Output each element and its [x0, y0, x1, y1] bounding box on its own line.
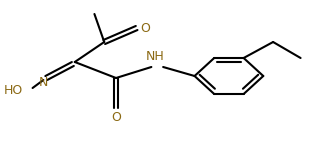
Text: N: N — [39, 76, 48, 88]
Text: NH: NH — [146, 50, 165, 63]
Text: O: O — [140, 22, 150, 36]
Text: O: O — [111, 111, 121, 124]
Text: HO: HO — [4, 83, 23, 97]
